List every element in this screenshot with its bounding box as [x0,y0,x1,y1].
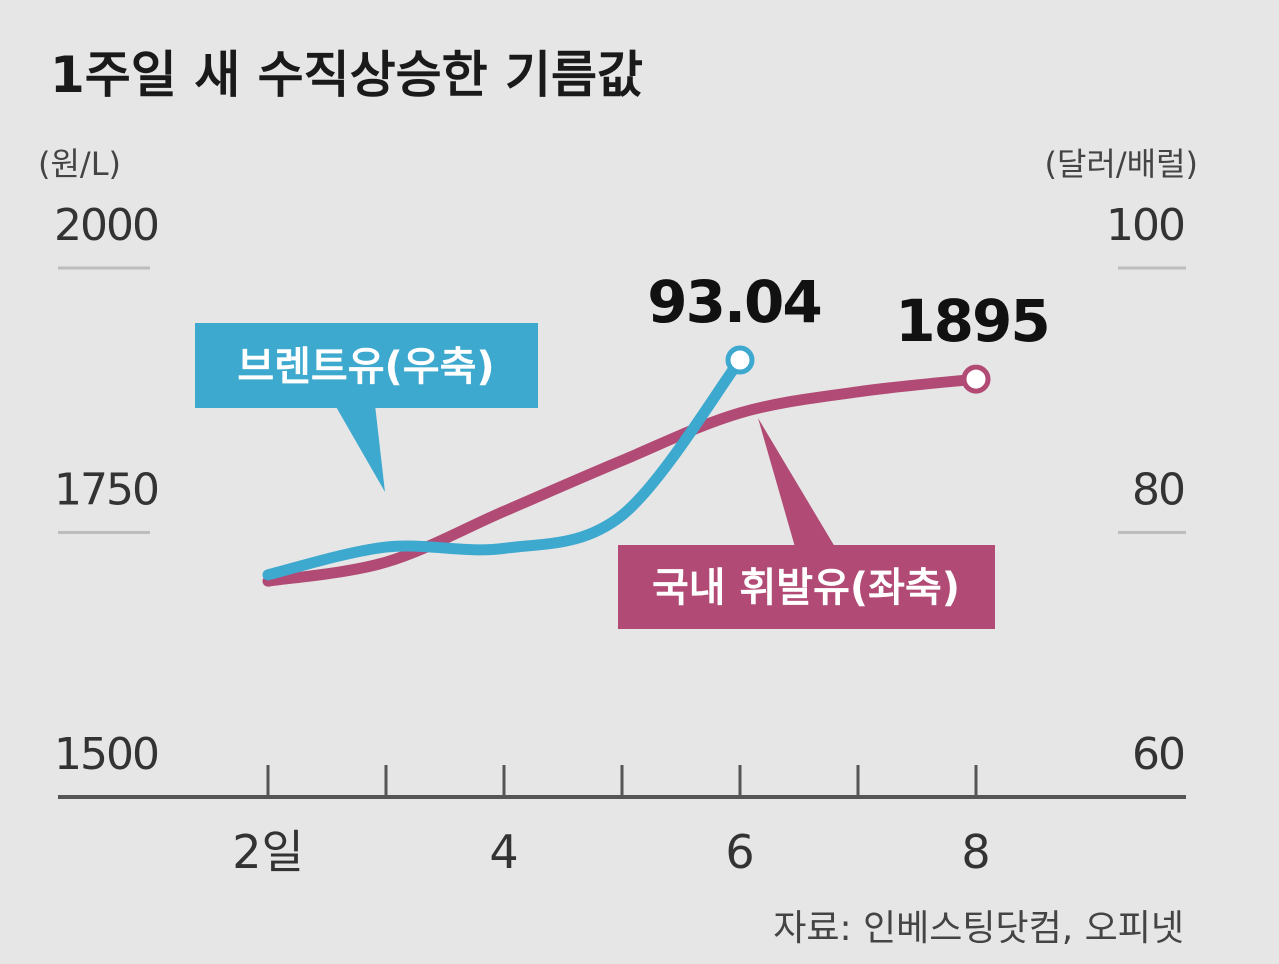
source-note: 자료: 인베스팅닷컴, 오피넷 [773,908,1184,949]
x-tick-label: 4 [489,825,518,879]
x-axis-ticks: 2일 4 6 8 [232,765,991,879]
end-label-brent: 93.04 [647,268,820,336]
end-marker-brent [725,345,755,375]
chart-title: 1주일 새 수직상승한 기름값 [50,46,643,104]
end-label-gasoline: 1895 [895,287,1048,355]
right-tick-label: 60 [1132,729,1184,780]
left-axis-unit: (원/L) [38,145,121,183]
series-line-brent [262,354,746,581]
left-tick-label: 2000 [54,200,158,251]
legend-gasoline-pointer [758,418,835,547]
x-tick-label: 2일 [232,825,304,879]
right-tick-label: 100 [1106,200,1184,251]
right-tick-label: 80 [1132,465,1184,516]
x-tick-label: 8 [961,825,990,879]
legend-brent-label: 브렌트유(우축) [237,344,494,390]
left-tick-label: 1500 [54,729,158,780]
right-axis-unit: (달러/배럴) [1044,145,1198,183]
left-tick-label: 1750 [54,465,158,516]
series-layer [262,354,982,587]
end-markers: 1895 93.04 [647,268,1051,394]
x-tick-label: 6 [725,825,754,879]
legend-brent: 브렌트유(우축) [195,323,538,492]
legend-gasoline-label: 국내 휘발유(좌축) [652,565,960,611]
legend-brent-pointer [335,405,385,492]
series-line-gasoline [262,373,982,587]
right-axis-ticks: 100 80 60 [1106,200,1186,799]
left-axis-ticks: 2000 1750 1500 [54,200,160,799]
legend-brent-box [195,323,538,408]
legend-gasoline-box [618,545,995,629]
end-marker-gasoline [961,364,991,394]
legend-gasoline: 국내 휘발유(좌축) [618,418,995,629]
